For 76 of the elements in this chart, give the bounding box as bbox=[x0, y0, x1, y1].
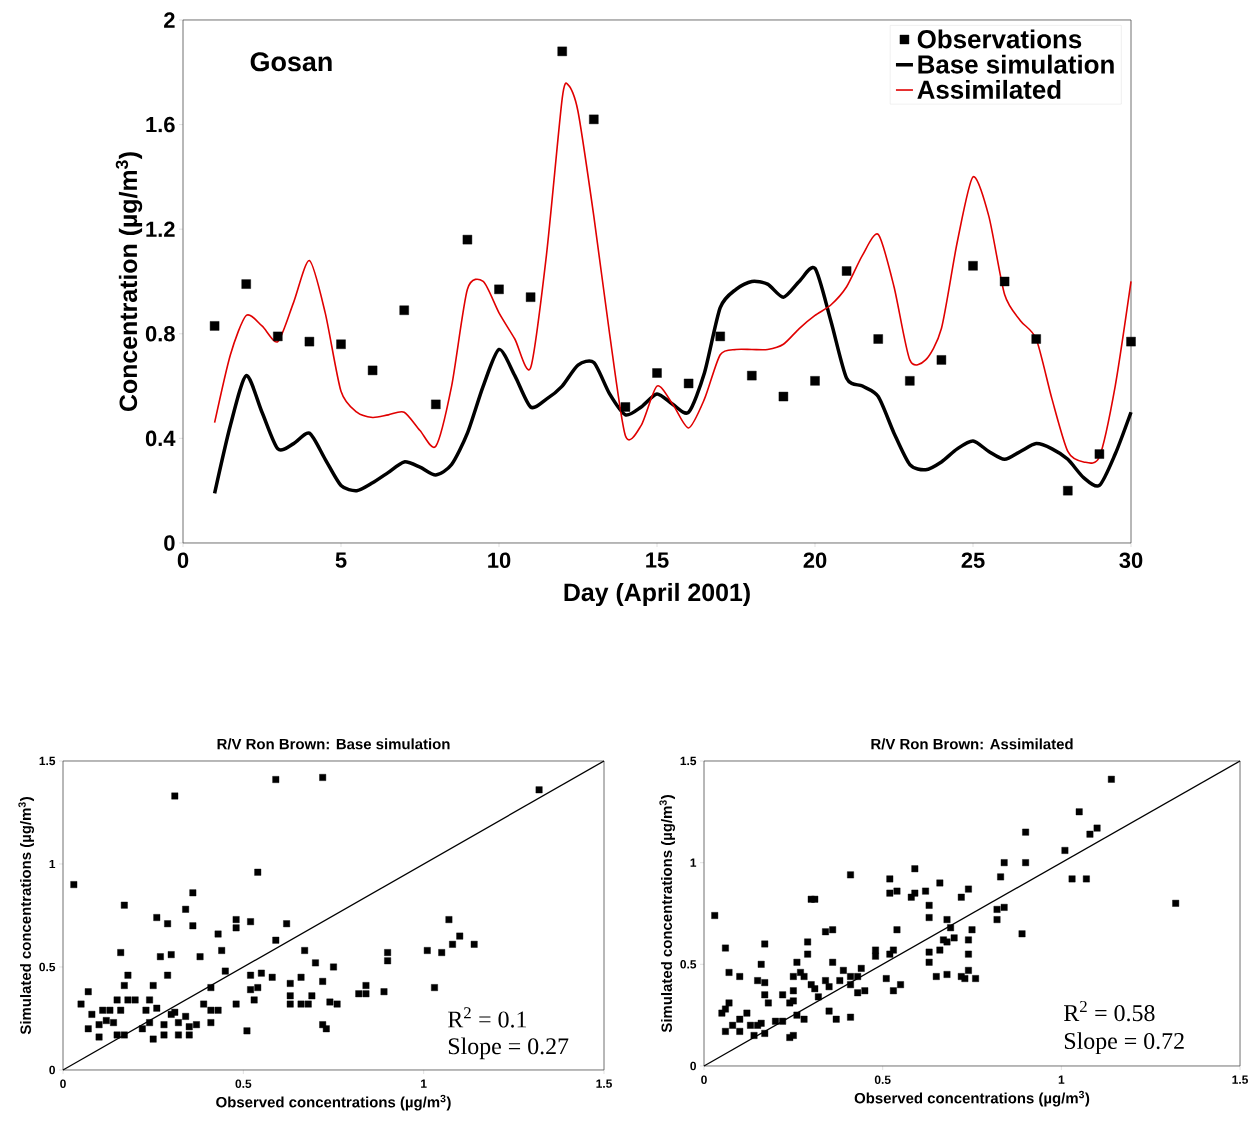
point bbox=[209, 321, 220, 331]
point bbox=[936, 355, 947, 365]
annotation: R$^{2}$ = 0.58 bbox=[1064, 1000, 1155, 1022]
point bbox=[589, 114, 599, 125]
point bbox=[367, 365, 378, 376]
point bbox=[747, 370, 757, 381]
point bbox=[905, 376, 915, 386]
annotation: Slope = 0.72 bbox=[1064, 1032, 1184, 1054]
x-tick-label: 1 bbox=[421, 1079, 427, 1088]
point bbox=[999, 276, 1010, 287]
point bbox=[1126, 336, 1136, 347]
point bbox=[431, 399, 441, 410]
point bbox=[1031, 334, 1041, 344]
chart-title: R/V Ron Brown: Assimilated bbox=[871, 738, 1073, 750]
x-tick-label: 1.5 bbox=[1232, 1075, 1248, 1084]
y-tick-label: 0.5 bbox=[680, 960, 697, 969]
x-axis-title: Observed concentrations (µg/m$^{3}$) bbox=[854, 1090, 1090, 1107]
point bbox=[399, 305, 409, 315]
legend-label: Base simulation bbox=[918, 54, 1114, 74]
point bbox=[778, 391, 789, 402]
x-tick-label: 30 bbox=[1119, 552, 1143, 569]
point bbox=[557, 46, 567, 57]
y-tick-label: 1 bbox=[49, 859, 56, 869]
x-tick-label: 20 bbox=[803, 552, 827, 569]
point bbox=[273, 331, 283, 342]
point bbox=[336, 339, 346, 349]
point bbox=[652, 368, 662, 378]
y-tick-label: 0.8 bbox=[145, 326, 175, 342]
point bbox=[620, 402, 631, 412]
y-tick-label: 0.4 bbox=[145, 430, 176, 447]
point bbox=[683, 378, 694, 389]
y-tick-label: 1.5 bbox=[680, 756, 697, 766]
point bbox=[841, 266, 852, 276]
y-axis-title: Simulated concentrations (µg/m$^{3}$) bbox=[659, 795, 676, 1033]
annotation: R$^{2}$ = 0.1 bbox=[448, 1007, 527, 1028]
y-tick-label: 1 bbox=[690, 858, 697, 867]
point bbox=[873, 334, 883, 344]
point bbox=[494, 284, 504, 295]
point bbox=[462, 234, 473, 245]
y-tick-label: 0 bbox=[690, 1061, 696, 1071]
point bbox=[810, 376, 820, 386]
x-tick-label: 0.5 bbox=[874, 1075, 891, 1084]
y-axis-title: Concentration (µg/m$^{3}$) bbox=[115, 152, 143, 412]
point bbox=[525, 292, 536, 302]
line-series bbox=[212, 266, 1133, 496]
point bbox=[241, 279, 251, 289]
point bbox=[715, 331, 725, 342]
point bbox=[968, 261, 978, 271]
y-tick-label: 0 bbox=[49, 1065, 55, 1075]
point bbox=[1063, 485, 1073, 496]
chart-title: R/V Ron Brown: Base simulation bbox=[217, 738, 450, 750]
point bbox=[304, 336, 315, 347]
y-tick-label: 1.5 bbox=[39, 756, 56, 766]
x-tick-label: 0 bbox=[701, 1075, 707, 1084]
x-axis-title: Observed concentrations (µg/m$^{3}$) bbox=[216, 1094, 451, 1111]
x-tick-label: 0.5 bbox=[235, 1079, 252, 1088]
y-tick-label: 1.6 bbox=[146, 116, 175, 133]
x-tick-label: 5 bbox=[335, 552, 347, 568]
x-tick-label: 25 bbox=[961, 552, 985, 569]
y-tick-label: 2 bbox=[164, 12, 175, 28]
legend-label: Assimilated bbox=[917, 79, 1061, 99]
x-tick-label: 1 bbox=[1058, 1075, 1065, 1084]
y-axis-title: Simulated concentrations (µg/m$^{3}$) bbox=[18, 797, 35, 1035]
x-tick-label: 15 bbox=[646, 552, 669, 568]
annotation: Gosan bbox=[250, 52, 332, 72]
x-tick-label: 0 bbox=[60, 1079, 66, 1088]
y-tick-label: 0 bbox=[164, 535, 175, 551]
point bbox=[1094, 449, 1105, 459]
annotation: Slope = 0.27 bbox=[448, 1037, 569, 1060]
y-tick-label: 0.5 bbox=[39, 962, 56, 972]
x-axis-title: Day (April 2001) bbox=[564, 582, 750, 607]
x-tick-label: 10 bbox=[488, 552, 511, 569]
legend-label: Observations bbox=[917, 29, 1082, 49]
x-tick-label: 0 bbox=[177, 552, 189, 569]
x-tick-label: 1.5 bbox=[596, 1079, 612, 1088]
y-tick-label: 1.2 bbox=[146, 221, 175, 237]
